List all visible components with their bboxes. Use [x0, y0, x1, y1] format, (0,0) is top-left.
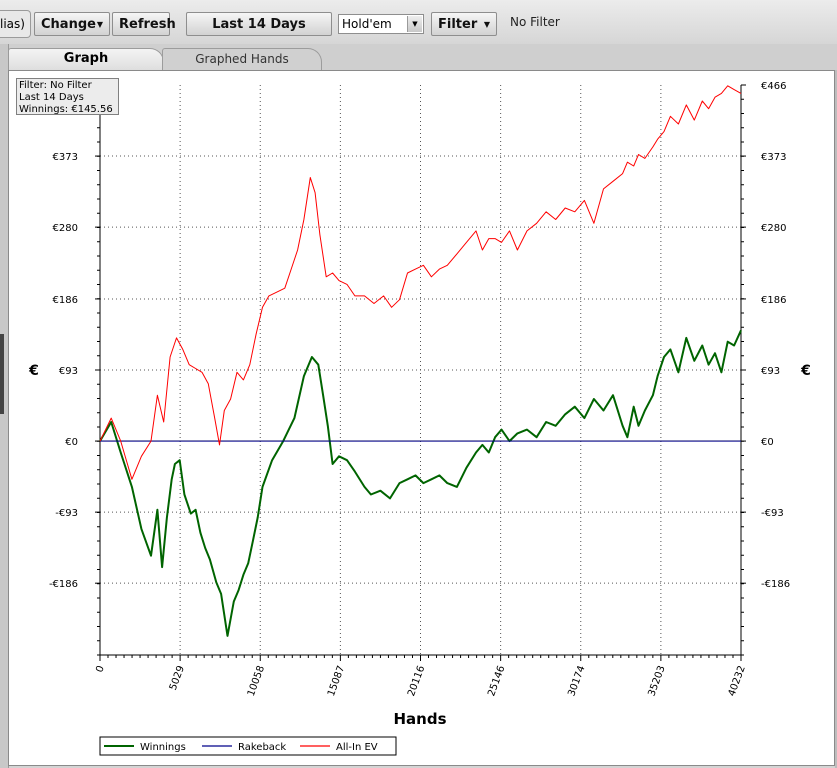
y-tick-label-left: €93: [59, 366, 78, 377]
chevron-down-icon[interactable]: ▼: [407, 16, 422, 32]
tab-graph[interactable]: Graph: [8, 48, 164, 70]
x-tick-label: 20116: [406, 664, 427, 698]
filter-status: No Filter: [510, 15, 560, 29]
x-tick-label: 40232: [727, 664, 748, 698]
change-button[interactable]: Change ▼: [34, 12, 110, 36]
toolbar: lias) Change ▼ Refresh Last 14 Days Hold…: [0, 0, 837, 45]
y-tick-label-right: €0: [761, 437, 774, 448]
y-axis-label-right: €: [800, 363, 811, 379]
legend-label-allin-ev: All-In EV: [336, 742, 378, 753]
x-tick-label: 15087: [326, 664, 347, 698]
x-axis-label: Hands: [393, 710, 446, 728]
x-tick-label: 30174: [566, 664, 587, 698]
info-box: Filter: No Filter Last 14 Days Winnings:…: [16, 78, 119, 115]
date-range-button[interactable]: Last 14 Days: [186, 12, 332, 36]
filter-button[interactable]: Filter ▼: [431, 12, 497, 36]
y-tick-label-right: €280: [761, 223, 786, 234]
info-winnings: Winnings: €145.56: [19, 104, 113, 115]
y-tick-label-left: €280: [53, 223, 78, 234]
tab-graphed-hands[interactable]: Graphed Hands: [162, 48, 322, 70]
game-type-select[interactable]: Hold'em ▼: [338, 14, 424, 34]
y-tick-label-right: €373: [761, 152, 786, 163]
chart-axes: 0 5029 10058 15087 20116 25146 30174 35203 40232…: [49, 81, 790, 698]
x-tick-label: 25146: [486, 664, 507, 698]
refresh-button[interactable]: Refresh: [112, 12, 176, 36]
game-type-value: Hold'em: [342, 17, 392, 31]
x-tick-label: 35203: [646, 664, 667, 698]
y-tick-label-left: -€93: [55, 508, 78, 519]
graph-panel: [8, 70, 835, 766]
y-tick-label-left: €186: [53, 295, 78, 306]
splitter-handle[interactable]: [0, 334, 4, 414]
y-tick-label-left: €373: [53, 152, 78, 163]
alias-selector[interactable]: lias): [0, 10, 31, 38]
chevron-down-icon: ▼: [96, 20, 103, 29]
series-winnings: [99, 329, 742, 637]
y-tick-label-right: €93: [761, 366, 780, 377]
series-all-in-ev: [99, 85, 742, 480]
chart-legend: Winnings Rakeback All-In EV: [99, 736, 397, 756]
x-tick-label: 10058: [246, 664, 267, 698]
y-tick-label-left: €0: [65, 437, 78, 448]
y-tick-label-left: -€186: [49, 579, 78, 590]
tab-bar: Graph Graphed Hands: [0, 44, 837, 70]
y-axis-label-left: €: [28, 363, 39, 379]
legend-label-rakeback: Rakeback: [238, 742, 286, 753]
x-tick-label: 0: [94, 664, 107, 674]
chevron-down-icon: ▼: [483, 20, 490, 29]
right-edge: [835, 70, 837, 768]
y-tick-label-right: €466: [761, 81, 786, 92]
y-tick-label-right: -€186: [761, 579, 790, 590]
filter-label: Filter: [438, 17, 478, 32]
legend-label-winnings: Winnings: [140, 742, 186, 753]
change-label: Change: [41, 17, 96, 32]
chart-series: [99, 85, 742, 637]
chart-grid: [100, 85, 741, 655]
info-period: Last 14 Days: [19, 92, 84, 103]
info-filter: Filter: No Filter: [19, 80, 92, 91]
x-tick-label: 5029: [168, 664, 187, 692]
y-tick-label-right: €186: [761, 295, 786, 306]
y-tick-label-right: -€93: [761, 508, 784, 519]
